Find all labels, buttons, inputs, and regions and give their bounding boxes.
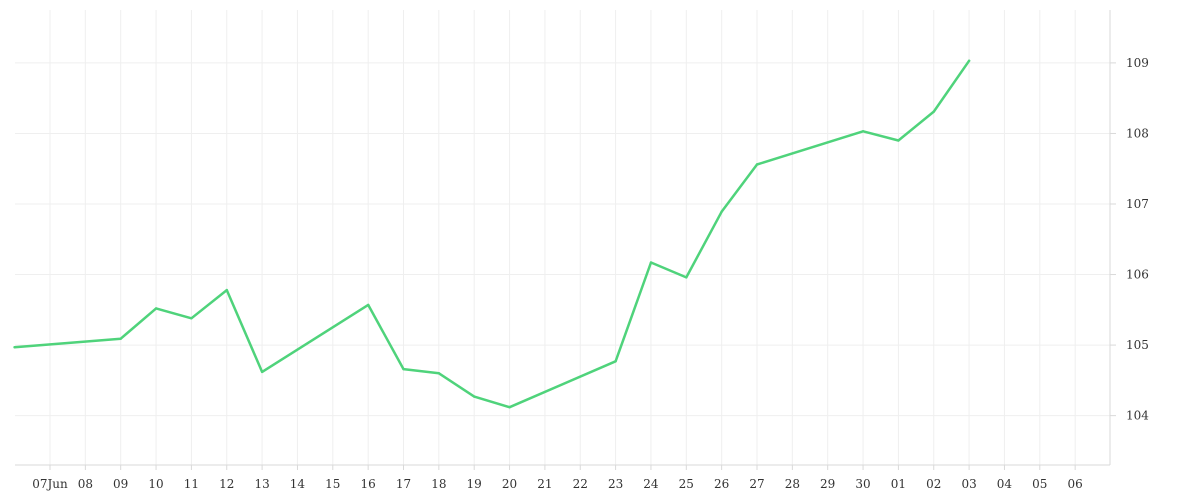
x-tick-label: 28 <box>785 477 800 491</box>
x-tick-label: 13 <box>254 477 269 491</box>
x-tick-label: 14 <box>290 477 306 491</box>
vertical-gridlines <box>49 10 1076 465</box>
y-axis-tick-labels: 104 105 106 107 108 109 <box>1126 56 1149 423</box>
x-tick-label: 27 <box>749 477 764 491</box>
data-point <box>402 367 405 371</box>
x-tick-label: 22 <box>573 477 588 491</box>
data-point <box>190 317 193 320</box>
x-tick-label: 25 <box>679 477 694 491</box>
data-point <box>649 261 653 264</box>
data-point <box>260 370 264 374</box>
x-tick-label: 20 <box>502 477 517 491</box>
data-point <box>437 372 441 375</box>
x-tick-label: 15 <box>325 477 340 491</box>
y-tick-label: 108 <box>1126 126 1149 140</box>
x-tick-label: 02 <box>926 477 941 491</box>
horizontal-gridlines <box>15 62 1110 417</box>
x-tick-label: 26 <box>714 477 729 491</box>
data-point <box>119 337 122 340</box>
data-point <box>932 110 935 113</box>
x-axis-tick-labels: 07Jun 08 09 10 11 12 13 14 15 16 17 18 19 20 21 22 23 24 2… <box>32 477 1083 491</box>
y-tick-label: 105 <box>1126 338 1149 352</box>
x-tick-label: 08 <box>78 477 93 491</box>
x-tick-label: 23 <box>608 477 623 491</box>
x-tick-label: 19 <box>467 477 482 491</box>
data-point <box>720 210 723 213</box>
y-tick-label: 104 <box>1126 409 1149 423</box>
x-tick-label: 18 <box>431 477 446 491</box>
y-tick-label: 106 <box>1126 268 1149 282</box>
x-tick-label: 04 <box>997 477 1013 491</box>
x-tick-label: 16 <box>361 477 376 491</box>
data-point <box>861 130 865 133</box>
data-point <box>13 346 16 349</box>
x-tick-label: 06 <box>1068 477 1083 491</box>
x-tick-label: 01 <box>891 477 906 491</box>
x-tick-label: 12 <box>219 477 234 491</box>
x-tick-label: 11 <box>184 477 199 491</box>
x-tick-label: 03 <box>961 477 976 491</box>
y-tick-label: 109 <box>1126 56 1149 70</box>
data-point <box>367 303 370 307</box>
x-tick-label: 05 <box>1032 477 1047 491</box>
x-tick-label: 21 <box>537 477 552 491</box>
data-point <box>967 59 971 62</box>
data-point <box>154 307 158 310</box>
chart-axes <box>15 10 1116 470</box>
data-point <box>508 406 511 409</box>
x-tick-label: 10 <box>148 477 163 491</box>
x-tick-label: 17 <box>396 477 411 491</box>
data-point <box>473 395 476 398</box>
x-tick-label: 30 <box>855 477 870 491</box>
data-point <box>225 288 228 292</box>
data-point <box>685 276 688 279</box>
data-point <box>755 163 759 166</box>
data-point <box>897 139 900 142</box>
y-tick-label: 107 <box>1126 197 1149 211</box>
series-layer <box>13 59 971 409</box>
x-tick-label: 09 <box>113 477 128 491</box>
series-line <box>13 59 971 409</box>
x-tick-label: 07Jun <box>32 477 68 491</box>
x-tick-label: 29 <box>820 477 835 491</box>
x-tick-label: 24 <box>643 477 659 491</box>
data-point <box>614 360 617 363</box>
